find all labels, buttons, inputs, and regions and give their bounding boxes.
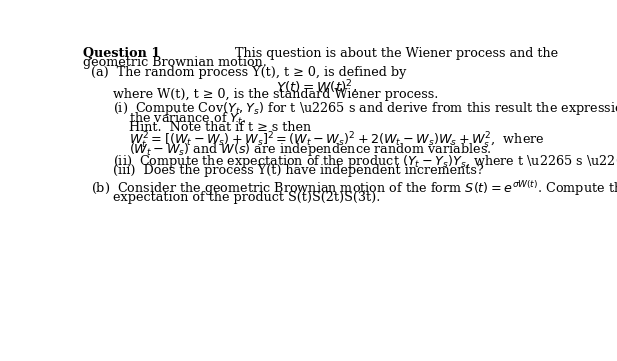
Text: (i)  Compute Cov$(Y_t, Y_s)$ for t \u2265 s and derive from this result the expr: (i) Compute Cov$(Y_t, Y_s)$ for t \u2265… [113, 100, 617, 117]
Text: Hint.  Note that if t ≥ s then: Hint. Note that if t ≥ s then [129, 121, 311, 134]
Text: (b)  Consider the geometric Brownian motion of the form $S(t) = e^{\sigma W(t)}$: (b) Consider the geometric Brownian moti… [91, 179, 617, 199]
Text: $Y(t) = W(t)^2,$: $Y(t) = W(t)^2,$ [276, 78, 357, 96]
Text: $W_t^2 = [(W_t - W_s) + W_s]^2 = (W_t - W_s)^2 + 2(W_t - W_s)W_s + W_s^2$,  wher: $W_t^2 = [(W_t - W_s) + W_s]^2 = (W_t - … [129, 131, 544, 151]
Text: (a)  The random process Y(t), t ≥ 0, is defined by: (a) The random process Y(t), t ≥ 0, is d… [91, 66, 407, 79]
Text: where W(t), t ≥ 0, is the standard Wiener process.: where W(t), t ≥ 0, is the standard Wiene… [113, 88, 438, 101]
Text: $(W_t - W_s)$ and $W(s)$ are independence random variables.: $(W_t - W_s)$ and $W(s)$ are independenc… [129, 140, 491, 158]
Text: Question 1: Question 1 [83, 48, 160, 61]
Text: expectation of the product S(t)S(2t)S(3t).: expectation of the product S(t)S(2t)S(3t… [113, 191, 380, 204]
Text: This question is about the Wiener process and the: This question is about the Wiener proces… [235, 48, 558, 61]
Text: (iii)  Does the process Y(t) have independent increments?: (iii) Does the process Y(t) have indepen… [113, 164, 484, 177]
Text: geometric Brownian motion.: geometric Brownian motion. [83, 56, 267, 69]
Text: the variance of $Y_t$.: the variance of $Y_t$. [129, 110, 246, 127]
Text: (ii)  Compute the expectation of the product $(Y_t - Y_s)Y_s$, where t \u2265 s : (ii) Compute the expectation of the prod… [113, 153, 617, 170]
